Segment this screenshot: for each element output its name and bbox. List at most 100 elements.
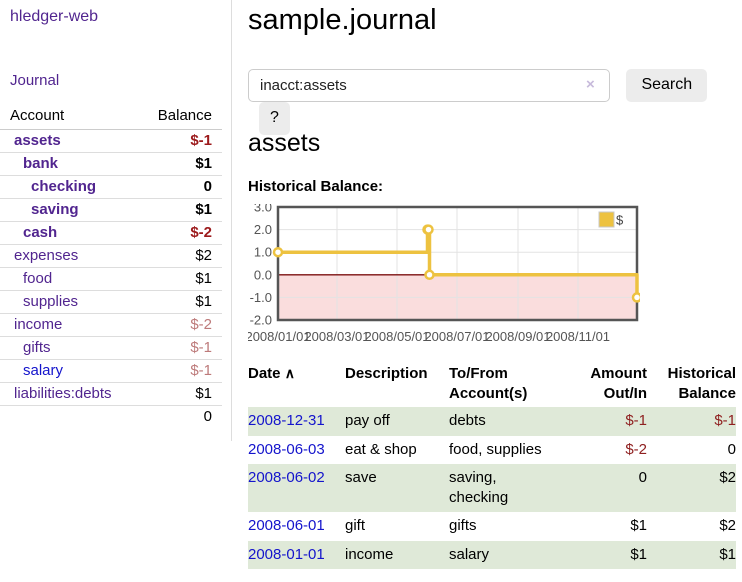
plot-border [276,205,639,322]
transaction-description: eat & shop [345,440,417,458]
sidebar-item-journal[interactable]: Journal [10,72,60,89]
account-balance: $1 [140,290,222,314]
register-header-amount: Amount Out/In [590,364,647,403]
register-row: 2008-06-01 gift gifts $1 $2 [248,512,736,540]
account-row-supplies: supplies $1 [0,290,222,314]
transaction-accounts: saving, checking [449,468,509,507]
transaction-accounts: debts [449,412,486,430]
account-row-assets: assets $-1 [0,130,222,153]
clear-search-icon[interactable]: × [586,75,595,93]
y-axis-tick-label: 2.0 [254,222,272,237]
transaction-amount: $-1 [625,412,647,430]
account-link[interactable]: liabilities:debts [14,385,112,402]
search-button[interactable]: Search [626,68,708,102]
transaction-date-link[interactable]: 2008-01-01 [248,545,325,563]
legend-swatch [598,211,615,228]
account-balance: $1 [140,152,222,176]
page-title: sample.journal [248,4,437,36]
transaction-balance: $-1 [714,412,736,430]
account-row-food: food $1 [0,267,222,291]
y-axis-tick-label: 3.0 [254,204,272,215]
account-row-liabilities-debts: liabilities:debts $1 [0,382,222,406]
data-point-marker [423,224,434,235]
account-link[interactable]: food [23,270,53,287]
account-link[interactable]: salary [23,362,64,379]
account-row-salary: salary $-1 [0,359,222,383]
transaction-balance: 0 [727,440,736,458]
account-link[interactable]: expenses [14,247,79,264]
accounts-table: Account Balance assets $-1 bank $1 check… [0,103,222,428]
transaction-balance: $2 [719,517,736,535]
x-axis-tick-label: 2008/11/01 [546,329,610,344]
register-header-description: Description [345,364,428,382]
y-axis-tick-label: 0.0 [254,267,272,282]
accounts-total-balance: 0 [140,405,222,428]
account-link[interactable]: saving [31,201,79,218]
account-link[interactable]: checking [31,178,97,195]
transaction-description: gift [345,517,366,535]
accounts-header-account: Account [0,103,141,130]
transaction-amount: $1 [630,517,647,535]
transaction-balance: $2 [719,468,736,486]
x-axis-tick-label: 2008/09/01 [485,329,550,344]
account-balance: $1 [140,198,222,222]
account-balance: $-1 [140,336,222,360]
accounts-total-row: 0 [0,405,222,428]
accounts-header-balance: Balance [140,103,222,130]
data-point-marker [424,269,435,280]
account-row-checking: checking 0 [0,175,222,199]
account-row-bank: bank $1 [0,152,222,176]
transaction-date-link[interactable]: 2008-12-31 [248,412,325,430]
account-balance: $-1 [140,359,222,383]
y-axis-tick-label: 1.0 [254,244,272,259]
sort-asc-icon: ∧ [284,364,295,381]
x-axis-tick-label: 2008/03/01 [304,329,369,344]
transaction-accounts: gifts [449,517,477,535]
y-axis-tick-label: -1.0 [250,290,272,305]
transaction-date-link[interactable]: 2008-06-03 [248,440,325,458]
data-point-marker [272,246,284,258]
register-table: Date ∧ Description To/From Account(s) Am… [248,361,736,569]
account-row-expenses: expenses $2 [0,244,222,268]
account-link[interactable]: cash [23,224,58,241]
register-row: 2008-06-02 save saving, checking 0 $2 [248,463,736,513]
transaction-balance: $1 [719,545,736,563]
account-link[interactable]: bank [23,155,59,172]
register-header-accounts: To/From Account(s) [449,364,528,403]
account-link[interactable]: gifts [23,339,51,356]
account-balance: 0 [140,175,222,199]
main-content: sample.journal × Search ? assets Histori… [248,0,742,569]
account-link[interactable]: assets [14,132,61,149]
account-row-gifts: gifts $-1 [0,336,222,360]
transaction-date-link[interactable]: 2008-06-01 [248,517,325,535]
account-link[interactable]: income [14,316,63,333]
sidebar: hledger-web Journal Account Balance asse… [0,0,232,441]
account-link[interactable]: supplies [23,293,79,310]
account-balance: $1 [140,267,222,291]
transaction-date-link[interactable]: 2008-06-02 [248,468,325,486]
app-brand-link[interactable]: hledger-web [10,8,99,25]
account-balance: $-1 [190,132,212,149]
transaction-accounts: food, supplies [449,440,542,458]
x-axis-tick-label: 2008/01/01 [248,329,311,344]
register-header-date[interactable]: Date ∧ [248,364,295,382]
account-row-cash: cash $-2 [0,221,222,245]
x-axis-tick-label: 2008/05/01 [364,329,429,344]
register-row: 2008-01-01 income salary $1 $1 [248,540,736,569]
chart-title: Historical Balance: [248,177,384,195]
register-header-balance: Historical Balance [667,364,736,403]
search-form: × Search ? [248,68,742,135]
transaction-amount: $1 [630,545,647,563]
legend-label: $ [616,212,624,227]
register-row: 2008-12-31 pay off debts $-1 $-1 [248,407,736,436]
y-axis-tick-label: -2.0 [250,312,272,327]
transaction-description: save [345,468,377,486]
help-button[interactable]: ? [259,101,290,135]
transaction-amount: 0 [638,468,647,486]
account-balance: $1 [140,382,222,406]
search-input[interactable] [248,68,610,102]
x-axis-tick-label: 2008/07/01 [424,329,489,344]
account-heading: assets [248,128,321,157]
account-balance: $2 [140,244,222,268]
